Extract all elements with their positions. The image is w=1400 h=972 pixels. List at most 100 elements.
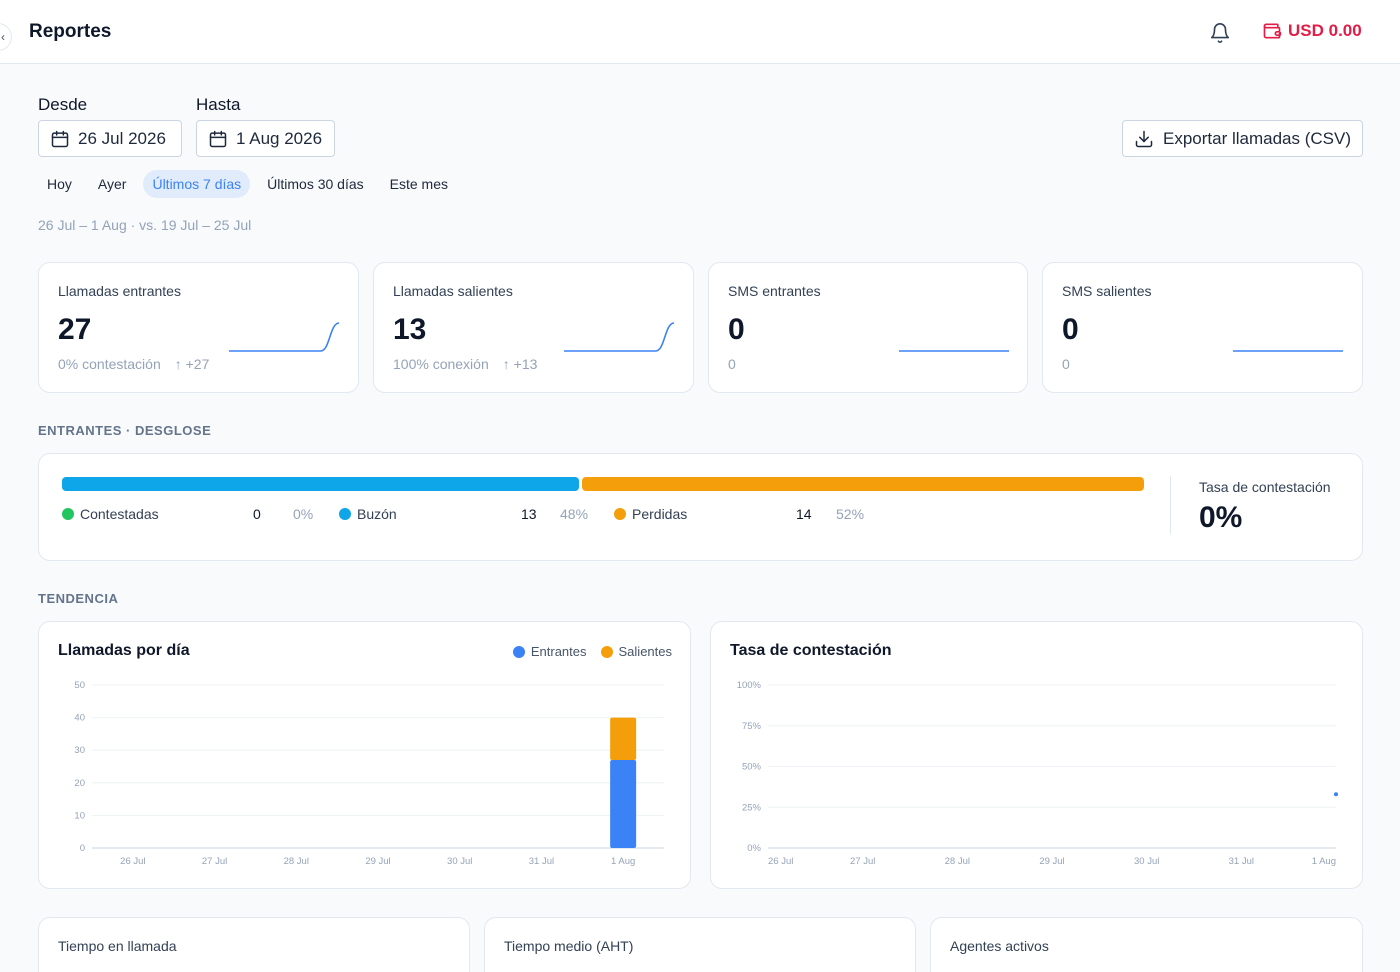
entrantes-dot <box>512 645 525 658</box>
buzon-pct: 48% <box>560 506 589 522</box>
kpi-label: SMS salientes <box>1062 283 1152 299</box>
kpi-value: 0 <box>728 313 745 346</box>
y-tick-label: 40 <box>74 713 85 724</box>
kpi-sparkline <box>564 322 675 352</box>
contestadas-dot <box>62 508 74 520</box>
wallet-balance[interactable]: USD 0.00 <box>1262 21 1362 41</box>
to-date-value: 1 Aug 2026 <box>236 128 323 148</box>
arrow-up-icon: ↑ <box>174 356 182 372</box>
kpi-label: Llamadas salientes <box>393 283 513 299</box>
legend-entrantes: Entrantes <box>512 644 587 659</box>
sidebar-collapse-button[interactable]: ‹ <box>0 23 12 51</box>
chart-title: Tasa de contestación <box>730 642 892 659</box>
kpi-card-incoming-calls: Llamadas entrantes 27 0% contestación ↑ … <box>38 262 359 393</box>
kpi-subtext: 0 <box>1062 356 1070 372</box>
aht-card: Tiempo medio (AHT) <box>484 917 916 972</box>
call-time-card: Tiempo en llamada <box>38 917 470 972</box>
preset-this-month[interactable]: Este mes <box>389 176 448 192</box>
kpi-subtext: 0% contestación <box>58 356 161 372</box>
kpi-card-outgoing-calls: Llamadas salientes 13 100% conexión ↑ +1… <box>373 262 694 393</box>
x-tick-label: 31 Jul <box>1229 856 1254 867</box>
kpi-sparkline <box>899 350 1009 352</box>
calls-per-day-chart: 0 10 20 30 40 50 26 Jul 27 Jul 28 Jul 29 Jul 30 Ju… <box>74 680 664 867</box>
wallet-icon <box>1263 23 1282 39</box>
legend-contestadas: Contestadas <box>62 506 159 522</box>
legend-salientes: Salientes <box>600 644 672 659</box>
chart-legend: Entrantes Salientes <box>512 644 672 659</box>
perdidas-dot <box>614 508 626 520</box>
salientes-dot <box>600 645 613 658</box>
preset-yesterday[interactable]: Ayer <box>97 176 127 192</box>
preset-last-30-days[interactable]: Últimos 30 días <box>267 176 364 192</box>
answer-rate-card: 0% 25% 50% 75% 100% 26 Jul 27 Jul 28 Jul 29 Jul 3… <box>710 621 1363 889</box>
kpi-delta: ↑ +27 <box>174 356 210 372</box>
date-presets: Hoy Ayer Últimos 7 días Últimos 30 días … <box>38 170 465 198</box>
y-tick-label: 20 <box>74 778 85 789</box>
kpi-delta: ↑ +13 <box>502 356 538 372</box>
x-tick-label: 29 Jul <box>1039 856 1064 867</box>
x-tick-label: 1 Aug <box>611 856 635 867</box>
kpi-value: 27 <box>58 313 92 346</box>
perdidas-count: 14 <box>796 506 812 522</box>
to-date-picker[interactable]: 1 Aug 2026 <box>196 120 335 157</box>
breakdown-divider <box>1170 476 1171 534</box>
balance-amount: USD 0.00 <box>1288 21 1362 40</box>
contestadas-count: 0 <box>253 506 261 522</box>
kpi-value: 0 <box>1062 313 1079 346</box>
export-label: Exportar llamadas (CSV) <box>1162 128 1351 148</box>
arrow-up-icon: ↑ <box>502 356 510 372</box>
y-tick-label: 50 <box>74 680 85 691</box>
breakdown-bar <box>62 477 1145 491</box>
preset-today[interactable]: Hoy <box>47 176 72 192</box>
x-tick-label: 28 Jul <box>284 856 309 867</box>
sparkline-path <box>229 322 340 352</box>
calendar-icon <box>209 130 227 147</box>
x-tick-label: 30 Jul <box>1134 856 1159 867</box>
chevron-left-icon: ‹ <box>1 30 5 44</box>
y-tick-label: 0% <box>747 843 761 854</box>
from-label: Desde <box>38 95 88 114</box>
notifications-button[interactable] <box>1209 22 1231 44</box>
x-tick-label: 27 Jul <box>850 856 875 867</box>
answer-rate-value: 0% <box>1199 501 1243 534</box>
preset-last-7-days[interactable]: Últimos 7 días <box>143 170 251 198</box>
contestadas-pct: 0% <box>293 506 314 522</box>
top-bar: ‹ Reportes USD 0.00 <box>0 0 1400 64</box>
bar-entrantes <box>610 759 637 848</box>
x-tick-label: 30 Jul <box>447 856 472 867</box>
sparkline-path <box>564 322 675 352</box>
card-label: Tiempo en llamada <box>58 938 177 954</box>
x-tick-label: 26 Jul <box>120 856 145 867</box>
to-label: Hasta <box>196 95 241 114</box>
answer-rate-label: Tasa de contestación <box>1199 479 1331 495</box>
buzon-count: 13 <box>521 506 537 522</box>
y-tick-label: 0 <box>80 843 85 854</box>
card-label: Agentes activos <box>950 938 1049 954</box>
legend-perdidas: Perdidas <box>614 506 687 522</box>
kpi-subtext: 100% conexión <box>393 356 489 372</box>
from-date-value: 26 Jul 2026 <box>78 128 166 148</box>
y-tick-label: 30 <box>74 745 85 756</box>
buzon-dot <box>339 508 351 520</box>
legend-buzon: Buzón <box>339 506 397 522</box>
x-tick-label: 29 Jul <box>365 856 390 867</box>
y-tick-label: 100% <box>737 680 762 691</box>
y-tick-label: 75% <box>742 721 762 732</box>
trend-section-title: TENDENCIA <box>38 591 119 606</box>
from-date-picker[interactable]: 26 Jul 2026 <box>38 120 182 157</box>
bar-salientes <box>610 717 637 760</box>
comparison-range: 26 Jul – 1 Aug · vs. 19 Jul – 25 Jul <box>38 217 252 233</box>
x-tick-label: 26 Jul <box>768 856 793 867</box>
bell-icon <box>1210 23 1230 43</box>
calls-per-day-card: 0 10 20 30 40 50 26 Jul 27 Jul 28 Jul 29 Jul 30 Ju… <box>38 621 691 889</box>
breakdown-segment-perdidas <box>582 477 1145 491</box>
kpi-label: Llamadas entrantes <box>58 283 181 299</box>
breakdown-card: Contestadas 0 0% Buzón 13 48% Perdidas 1… <box>38 453 1363 561</box>
breakdown-segment-buzon <box>62 477 580 491</box>
x-tick-label: 31 Jul <box>529 856 554 867</box>
kpi-label: SMS entrantes <box>728 283 821 299</box>
kpi-card-sms-incoming: SMS entrantes 0 0 <box>708 262 1028 393</box>
page-title: Reportes <box>29 21 112 42</box>
export-calls-button[interactable]: Exportar llamadas (CSV) <box>1122 120 1363 157</box>
calendar-icon <box>51 130 69 147</box>
